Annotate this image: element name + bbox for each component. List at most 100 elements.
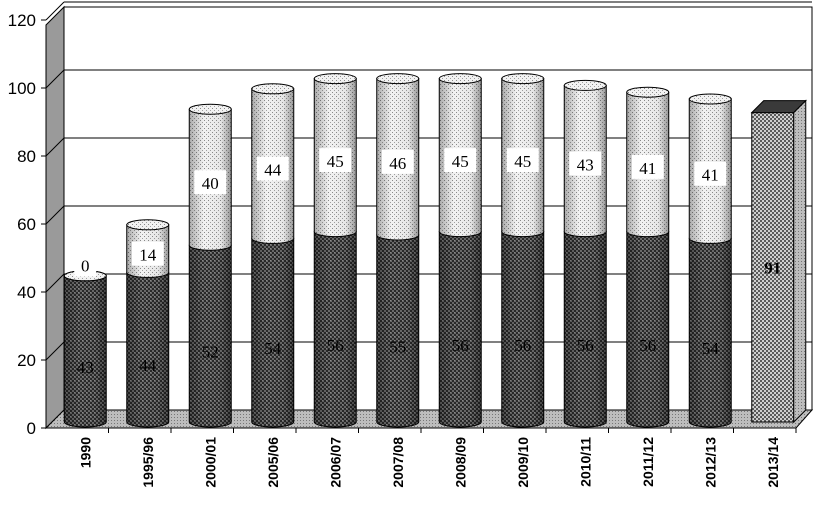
data-label: 56: [327, 336, 344, 355]
bar-segment: [501, 231, 545, 428]
data-label: 56: [452, 336, 469, 355]
bar-cylinder-top: [563, 79, 607, 91]
bar-shading: [626, 231, 669, 427]
gridline-diagonal: [45, 69, 65, 89]
plot-area-frame: [44, 5, 814, 430]
bar-box: [750, 99, 807, 424]
bar-cylinder-top: [688, 93, 732, 105]
data-label: 45: [327, 152, 344, 171]
y-tick-label: 60: [17, 215, 36, 234]
data-label: 54: [264, 339, 282, 358]
side-wall: [45, 5, 65, 430]
bar-cylinder-top: [313, 73, 357, 85]
bar-segment: [626, 231, 670, 428]
data-label: 40: [202, 174, 219, 193]
bar-segment: [251, 83, 295, 244]
data-label-bg: [256, 156, 289, 181]
back-wall: [63, 6, 813, 411]
bar-box-side: [793, 99, 807, 424]
bar-segment: [438, 231, 482, 428]
y-tick-label: 0: [27, 419, 36, 438]
x-tick-label: 1990: [77, 437, 93, 468]
data-label-bg: [569, 151, 602, 176]
data-label-bg: [381, 149, 414, 174]
bar-shading: [189, 245, 232, 427]
data-label-bg: [631, 154, 664, 179]
bar-cylinder-top: [376, 73, 420, 85]
x-tick-label: 2006/07: [327, 437, 343, 488]
data-label: 44: [139, 356, 157, 375]
data-label-bg: [131, 241, 164, 266]
x-tick-label: 2005/06: [265, 437, 281, 488]
data-label: 14: [139, 246, 157, 265]
data-label: 56: [577, 336, 594, 355]
bar-shading: [501, 231, 544, 427]
bar-cylinder-top: [188, 103, 232, 115]
data-label: 46: [389, 154, 406, 173]
x-tick-label: 2009/10: [515, 437, 531, 488]
bar-shading: [376, 235, 419, 427]
data-label: 45: [514, 152, 531, 171]
y-tick-label: 120: [8, 11, 36, 30]
bar-segment: [251, 237, 295, 428]
data-label-bg: [444, 148, 477, 173]
data-labels: 43 0 44 14 52 40 54 44 56 45 55 46 56 45 56 45 56 43 56 41 5…: [74, 148, 781, 377]
data-label: 91: [764, 258, 781, 277]
y-tick-label: 20: [17, 351, 36, 370]
bar-cylinder-top: [626, 86, 670, 98]
gridline-diagonal: [45, 205, 65, 225]
data-label: 0: [81, 257, 90, 276]
bar-segment: [313, 231, 357, 428]
x-tick-label: 2000/01: [202, 437, 218, 488]
x-tick-label: 1995/96: [140, 437, 156, 488]
bar-shading: [689, 238, 732, 427]
bar-segment: [563, 231, 607, 428]
bar-segment: [188, 244, 232, 428]
gridline-diagonal: [45, 273, 65, 293]
bar-cylinder-top: [251, 83, 295, 95]
bar-shading: [439, 231, 482, 427]
gridline-diagonal: [45, 341, 65, 361]
data-label: 43: [577, 156, 594, 175]
gridlines: [45, 1, 812, 361]
gridline-diagonal: [45, 1, 65, 21]
data-label-bg: [506, 148, 539, 173]
data-label: 52: [202, 343, 219, 362]
data-label: 56: [514, 336, 531, 355]
bar-cylinder-top: [126, 219, 170, 231]
data-label-bg: [319, 148, 352, 173]
bar-shading: [564, 231, 607, 427]
x-tick-label: 2007/08: [390, 437, 406, 488]
data-label: 55: [389, 338, 406, 357]
data-label: 45: [452, 152, 469, 171]
bar-cylinder-top: [438, 73, 482, 85]
bar-shading: [64, 275, 107, 427]
bar-box-front: [751, 112, 795, 423]
gridline-diagonal: [45, 137, 65, 157]
data-label: 43: [77, 358, 94, 377]
x-tick-label: 2011/12: [640, 437, 656, 487]
x-tick-label: 2008/09: [452, 437, 468, 488]
bar-segment: [126, 271, 170, 428]
bar-segment: [376, 234, 420, 428]
data-label: 41: [702, 166, 719, 185]
data-label: 56: [639, 336, 656, 355]
bar-segment: [688, 237, 732, 428]
bar-segment: [63, 270, 107, 428]
y-axis: 0 20 40 60 80 100 120: [8, 11, 47, 438]
y-tick-label: 40: [17, 283, 36, 302]
x-axis: 1990 1995/96 2000/01 2005/06 2006/07 2007/08 2…: [46, 427, 797, 488]
data-label-bg: [194, 170, 227, 195]
data-label-bg: [74, 252, 97, 277]
bar-cylinder-top: [501, 73, 545, 85]
bar-shading: [126, 272, 169, 427]
x-tick-label: 2013/14: [765, 437, 781, 488]
x-tick-label: 2010/11: [577, 437, 593, 487]
bar-shading: [251, 238, 294, 427]
data-label: 44: [264, 161, 282, 180]
data-label: 41: [639, 159, 656, 178]
y-tick-label: 100: [8, 79, 36, 98]
x-tick-label: 2012/13: [702, 437, 718, 488]
data-label-bg: [694, 161, 727, 186]
